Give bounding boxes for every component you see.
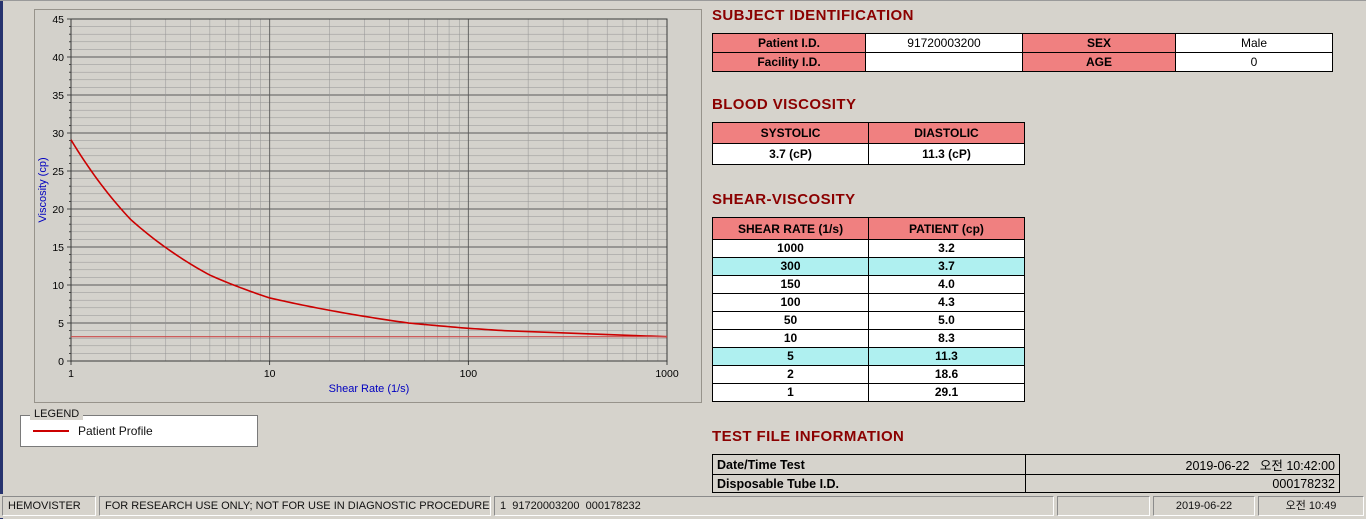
blood-viscosity-table: SYSTOLIC DIASTOLIC 3.7 (cP) 11.3 (cP): [712, 122, 1025, 165]
patient-viscosity-cell: 3.2: [868, 239, 1025, 258]
shear-rate-cell: 100: [712, 293, 869, 312]
blood-viscosity-header: SYSTOLIC: [712, 122, 869, 144]
subject-row: Patient I.D. 91720003200 SEX Male: [712, 33, 1333, 53]
shear-viscosity-row: 1 29.1: [712, 383, 1025, 402]
y-tick-label: 10: [52, 280, 64, 292]
field-label: SEX: [1022, 33, 1176, 53]
y-tick-label: 15: [52, 242, 64, 254]
patient-viscosity-cell: 4.0: [868, 275, 1025, 294]
blood-viscosity-value: 11.3 (cP): [868, 143, 1025, 165]
window-left-edge: [0, 1, 3, 519]
shear-viscosity-chart: 0 5 10 15 20 25 30 35 40 45 1 10 100 1000 Shear Rate (…: [37, 14, 679, 395]
shear-viscosity-row: 150 4.0: [712, 275, 1025, 294]
test-file-information-table: Date/Time Test 2019-06-22 오전 10:42:00 Disp…: [712, 454, 1340, 493]
shear-rate-cell: 150: [712, 275, 869, 294]
x-tick-label: 1000: [655, 368, 679, 380]
status-research-notice: FOR RESEARCH USE ONLY; NOT FOR USE IN DI…: [99, 496, 491, 516]
patient-profile-curve: [70, 139, 668, 338]
test-file-field-value: 000178232: [1025, 474, 1340, 493]
field-value: [865, 52, 1023, 72]
shear-viscosity-row: 2 18.6: [712, 365, 1025, 384]
test-file-field-label: Date/Time Test: [712, 454, 1026, 475]
shear-viscosity-row: 50 5.0: [712, 311, 1025, 330]
blood-viscosity-value: 3.7 (cP): [712, 143, 869, 165]
patient-viscosity-cell: 8.3: [868, 329, 1025, 348]
chart-panel: 0 5 10 15 20 25 30 35 40 45 1 10 100 1000 Shear Rate (…: [34, 9, 702, 403]
test-file-information-title: TEST FILE INFORMATION: [712, 428, 905, 445]
test-file-field-label: Disposable Tube I.D.: [712, 474, 1026, 493]
legend-caption: LEGEND: [30, 408, 84, 420]
subject-identification-table: Patient I.D. 91720003200 SEX Male Facility I…: [712, 33, 1333, 72]
y-tick-label: 25: [52, 166, 64, 178]
shear-viscosity-header: SHEAR RATE (1/s): [712, 217, 869, 240]
status-app-name: HEMOVISTER: [2, 496, 96, 516]
blood-viscosity-title: BLOOD VISCOSITY: [712, 96, 857, 113]
y-tick-label: 40: [52, 52, 64, 64]
shear-viscosity-header: PATIENT (cp): [868, 217, 1025, 240]
shear-rate-cell: 2: [712, 365, 869, 384]
shear-rate-cell: 10: [712, 329, 869, 348]
shear-rate-cell: 1000: [712, 239, 869, 258]
field-label: AGE: [1022, 52, 1176, 72]
y-tick-label: 5: [58, 318, 64, 330]
y-tick-label: 45: [52, 14, 64, 26]
patient-profile-legend-label: Patient Profile: [78, 424, 153, 438]
status-time: 오전 10:49: [1258, 496, 1364, 516]
blood-viscosity-header-row: SYSTOLIC DIASTOLIC: [712, 122, 1025, 144]
results-panel: SUBJECT IDENTIFICATION Patient I.D. 91720…: [712, 7, 1340, 493]
test-file-row: Date/Time Test 2019-06-22 오전 10:42:00: [712, 454, 1340, 475]
legend-box: Patient Profile: [20, 415, 258, 447]
field-label: Facility I.D.: [712, 52, 866, 72]
status-date: 2019-06-22: [1153, 496, 1255, 516]
blood-viscosity-value-row: 3.7 (cP) 11.3 (cP): [712, 143, 1025, 165]
patient-viscosity-cell: 5.0: [868, 311, 1025, 330]
shear-viscosity-row: 1000 3.2: [712, 239, 1025, 258]
plot-border: [70, 18, 668, 362]
y-tick-label: 20: [52, 204, 64, 216]
field-value: 0: [1175, 52, 1333, 72]
shear-viscosity-table: SHEAR RATE (1/s) PATIENT (cp) 1000 3.2 300 3…: [712, 217, 1025, 402]
patient-viscosity-cell: 3.7: [868, 257, 1025, 276]
x-tick-label: 1: [68, 368, 74, 380]
y-tick-label: 0: [58, 356, 64, 368]
status-record-info: 1 91720003200 000178232: [494, 496, 1054, 516]
shear-rate-cell: 50: [712, 311, 869, 330]
shear-rate-cell: 5: [712, 347, 869, 366]
patient-viscosity-cell: 18.6: [868, 365, 1025, 384]
shear-viscosity-row: 100 4.3: [712, 293, 1025, 312]
status-spacer: [1057, 496, 1150, 516]
subject-identification-title: SUBJECT IDENTIFICATION: [712, 7, 914, 24]
patient-profile-legend-swatch: [33, 430, 69, 432]
shear-viscosity-title: SHEAR-VISCOSITY: [712, 191, 856, 208]
x-tick-label: 10: [264, 368, 276, 380]
x-tick-label: 100: [460, 368, 478, 380]
patient-viscosity-cell: 29.1: [868, 383, 1025, 402]
shear-rate-cell: 300: [712, 257, 869, 276]
test-file-field-value: 2019-06-22 오전 10:42:00: [1025, 454, 1340, 475]
field-value: Male: [1175, 33, 1333, 53]
test-file-row: Disposable Tube I.D. 000178232: [712, 474, 1340, 493]
blood-viscosity-header: DIASTOLIC: [868, 122, 1025, 144]
plot-area: [71, 19, 667, 361]
field-label: Patient I.D.: [712, 33, 866, 53]
shear-viscosity-row: 5 11.3: [712, 347, 1025, 366]
shear-rate-cell: 1: [712, 383, 869, 402]
x-axis-title: Shear Rate (1/s): [329, 383, 410, 395]
field-value: 91720003200: [865, 33, 1023, 53]
subject-row: Facility I.D. AGE 0: [712, 52, 1333, 72]
y-axis-title: Viscosity (cp): [37, 157, 49, 222]
legend-entry: Patient Profile: [21, 416, 257, 446]
shear-viscosity-header-row: SHEAR RATE (1/s) PATIENT (cp): [712, 217, 1025, 240]
patient-viscosity-cell: 11.3: [868, 347, 1025, 366]
y-tick-label: 35: [52, 90, 64, 102]
shear-viscosity-row: 300 3.7: [712, 257, 1025, 276]
status-bar: HEMOVISTER FOR RESEARCH USE ONLY; NOT FO…: [0, 494, 1366, 518]
y-tick-label: 30: [52, 128, 64, 140]
shear-viscosity-row: 10 8.3: [712, 329, 1025, 348]
patient-viscosity-cell: 4.3: [868, 293, 1025, 312]
